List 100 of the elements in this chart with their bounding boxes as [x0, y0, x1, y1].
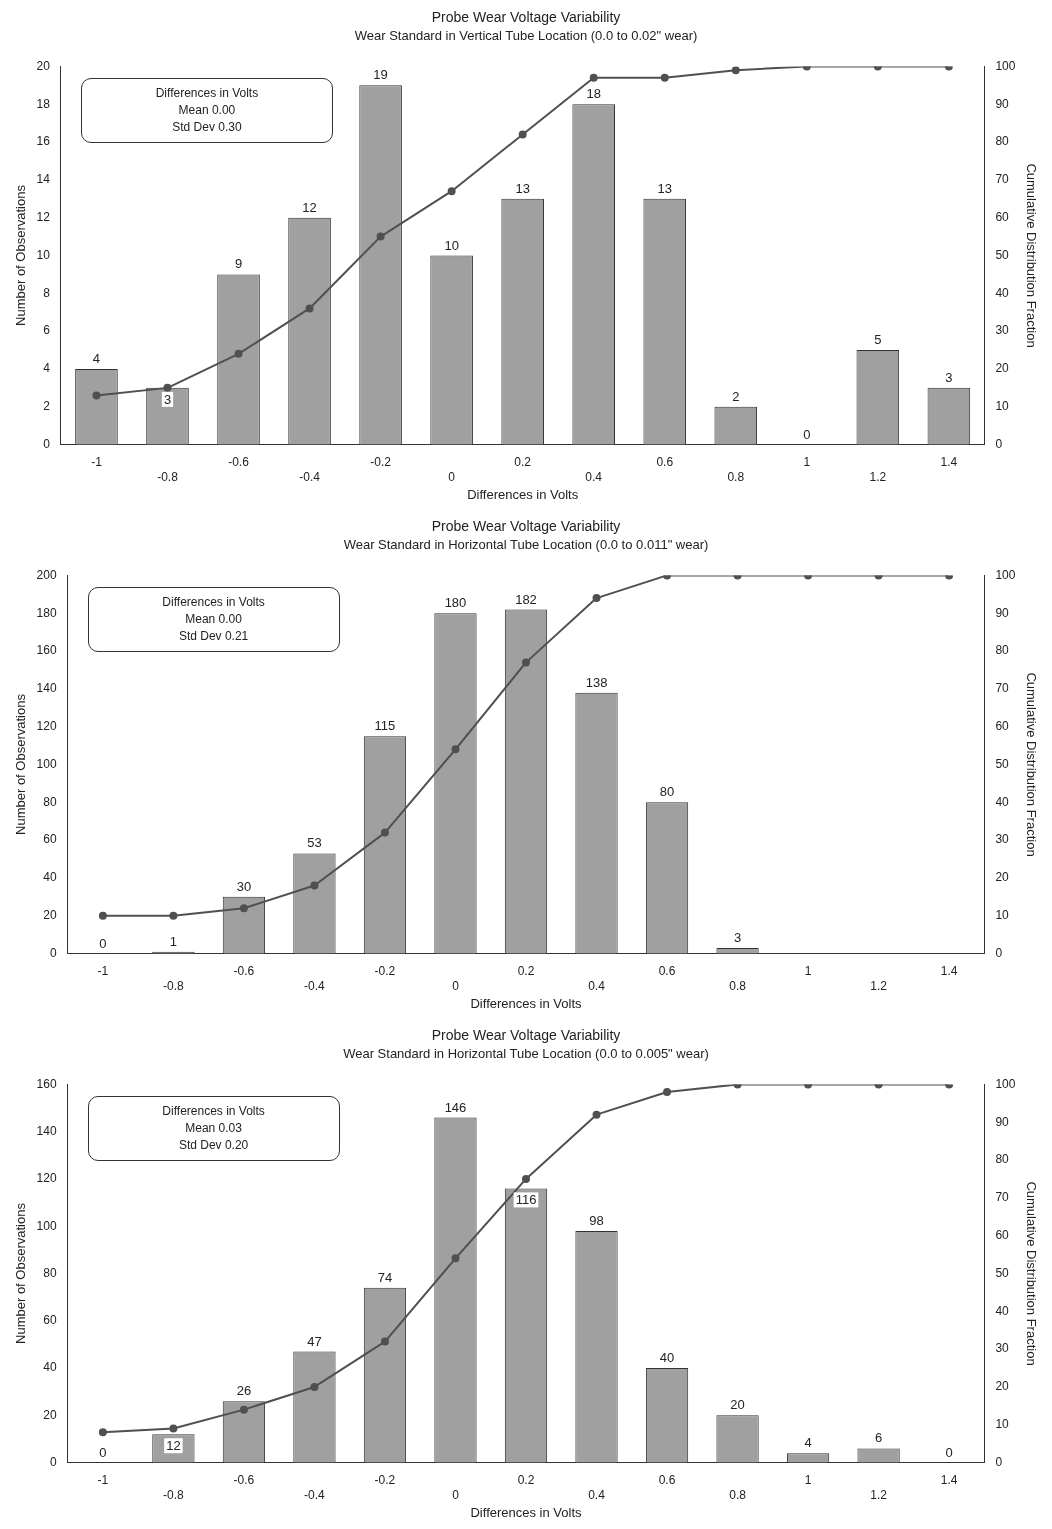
y2-tick-label: 0 [995, 1454, 1003, 1469]
y2-tick-label: 10 [995, 908, 1010, 923]
y2-tick-label: 60 [995, 1227, 1010, 1242]
x-tick-label: 0 [448, 469, 456, 484]
y2-tick-label: 90 [995, 1114, 1010, 1129]
y-tick-label: 60 [43, 1313, 57, 1328]
data-label: 74 [377, 1269, 393, 1285]
y-tick-label: 160 [36, 1076, 57, 1091]
annotation: Mean 0.00 [177, 102, 237, 120]
y-tick-label: 120 [36, 1171, 57, 1186]
y-tick-label: 6 [43, 323, 51, 338]
point [310, 1382, 319, 1391]
data-label: 12 [166, 1438, 181, 1454]
y-tick-label: 16 [36, 134, 51, 149]
x-tick-label: 1.2 [869, 469, 887, 484]
data-label: 0 [99, 935, 107, 951]
x-tick-label: -0.4 [299, 469, 321, 484]
point [522, 658, 530, 667]
y2-tick-label: 70 [995, 1190, 1010, 1205]
x-tick-label: 0.8 [729, 978, 747, 993]
data-label: 47 [307, 1333, 322, 1349]
x-tick-label: 0 [452, 978, 460, 993]
y-tick-label: 80 [43, 794, 57, 809]
point [660, 73, 669, 82]
y-tick-label: 4 [43, 361, 51, 376]
chart-subtitle: Wear Standard in Horizontal Tube Location (0.0 to 0.011" wear) [343, 537, 709, 553]
chart-title: Probe Wear Voltage Variability [431, 1027, 621, 1044]
data-label: 10 [444, 237, 459, 253]
data-label: 4 [92, 351, 101, 367]
y-tick-label: 100 [36, 756, 57, 771]
x-tick-label: -0.6 [233, 1473, 255, 1488]
y-tick-label: 0 [49, 1454, 57, 1469]
x-tick-label: 0.4 [585, 469, 603, 484]
chart-title: Probe Wear Voltage Variability [431, 518, 621, 535]
y-tick-label: 40 [43, 870, 57, 885]
data-label: 20 [730, 1397, 745, 1413]
y2-tick-label: 50 [995, 1265, 1010, 1280]
y2-tick-label: 20 [995, 1379, 1010, 1394]
point [98, 1428, 107, 1437]
y2-tick-label: 40 [995, 1303, 1010, 1318]
x-axis-title: Differences in Volts [467, 486, 579, 502]
chart-title: Probe Wear Voltage Variability [431, 9, 621, 26]
data-label: 53 [307, 835, 322, 851]
x-tick-label: 0.6 [658, 964, 676, 979]
y2-tick-label: 20 [995, 870, 1010, 885]
point [92, 391, 101, 400]
data-label: 182 [515, 591, 537, 607]
point [592, 594, 601, 603]
x-tick-label: -0.8 [163, 978, 185, 993]
x-tick-label: 1.2 [870, 978, 888, 993]
y-tick-label: 10 [36, 247, 51, 262]
x-tick-label: 1.4 [940, 964, 958, 979]
data-label: 115 [374, 718, 396, 734]
point [592, 1110, 601, 1119]
data-label: 3 [163, 391, 172, 407]
y2-tick-label: 100 [995, 58, 1016, 73]
point [239, 1405, 248, 1414]
y2-tick-label: 70 [995, 172, 1010, 187]
point [731, 66, 740, 75]
y2-tick-label: 40 [995, 285, 1010, 300]
x-tick-label: 0.2 [514, 455, 532, 470]
data-label: 40 [659, 1350, 675, 1366]
y2-tick-label: 20 [995, 361, 1010, 376]
x-tick-label: 0.2 [517, 964, 535, 979]
y2-tick-label: 80 [995, 1152, 1010, 1167]
data-label: 0 [945, 1444, 953, 1460]
x-tick-label: 1 [804, 964, 812, 979]
data-label: 12 [302, 199, 317, 215]
annotation: Differences in Volts [154, 85, 260, 103]
point [169, 1424, 178, 1433]
annotation: Std Dev 0.20 [177, 1137, 250, 1155]
x-tick-label: -0.6 [233, 964, 255, 979]
y-tick-label: 0 [49, 945, 57, 960]
data-label: 116 [515, 1192, 537, 1208]
data-label: 180 [444, 595, 467, 611]
point [380, 1337, 389, 1346]
point [310, 881, 319, 890]
x-tick-label: 0.8 [727, 469, 745, 484]
x-tick-label: 0.2 [517, 1473, 535, 1488]
y-tick-label: 200 [36, 567, 57, 582]
annotation: Differences in Volts [161, 1103, 266, 1121]
x-tick-label: -1 [91, 455, 103, 470]
x-tick-label: 1.2 [870, 1487, 888, 1502]
y2-tick-label: 10 [995, 399, 1010, 414]
y-tick-label: 20 [43, 908, 57, 923]
point [380, 828, 389, 837]
data-label: 80 [659, 784, 675, 800]
data-label: 146 [444, 1099, 467, 1115]
point [451, 745, 460, 754]
y-tick-label: 160 [36, 643, 57, 658]
data-label: 2 [732, 388, 740, 404]
annotation: Mean 0.00 [184, 611, 243, 629]
y-axis-title: Number of Observations [13, 693, 29, 835]
annotation: Std Dev 0.30 [171, 119, 243, 137]
x-tick-label: 1.4 [940, 1473, 958, 1488]
point [589, 73, 598, 82]
y-tick-label: 100 [36, 1218, 57, 1233]
y2-tick-label: 0 [995, 436, 1003, 451]
y2-tick-label: 100 [995, 1076, 1016, 1091]
y-tick-label: 40 [43, 1360, 57, 1375]
